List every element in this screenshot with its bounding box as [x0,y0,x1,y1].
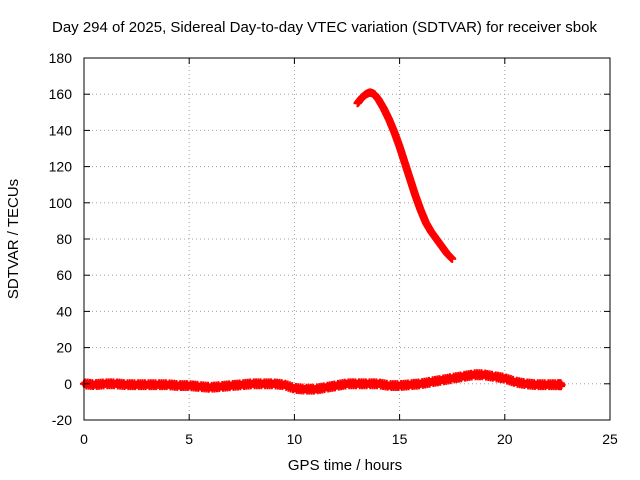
data-point [448,254,457,263]
y-tick-label: 40 [56,303,72,319]
x-axis-label: GPS time / hours [288,457,402,474]
x-tick-label: 15 [392,431,408,447]
x-tick-label: 0 [80,431,88,447]
data-points [80,88,566,395]
chart-title: Day 294 of 2025, Sidereal Day-to-day VTE… [52,19,597,36]
x-tick-label: 25 [602,431,618,447]
y-tick-label: 160 [49,86,73,102]
y-axis-label: SDTVAR / TECUs [5,179,22,299]
y-tick-label: 80 [56,231,72,247]
series-upper-arc [353,88,457,263]
x-tick-label: 10 [287,431,303,447]
y-tick-label: 20 [56,340,72,356]
x-tick-label: 5 [185,431,193,447]
data-point [557,380,566,389]
y-tick-label: 100 [49,195,73,211]
series-baseline [80,369,566,395]
y-tick-label: 120 [49,159,73,175]
x-tick-label: 20 [497,431,513,447]
y-tick-label: 180 [49,50,73,66]
y-tick-label: -20 [52,412,72,428]
y-tick-label: 140 [49,122,73,138]
plot-frame [83,57,611,421]
y-tick-label: 0 [64,376,72,392]
y-tick-label: 60 [56,267,72,283]
axis-ticks: 0 5 10 15 20 25 -20 0 20 40 60 80 100 120 140 160 180 [49,50,618,447]
grid-lines [84,58,610,420]
